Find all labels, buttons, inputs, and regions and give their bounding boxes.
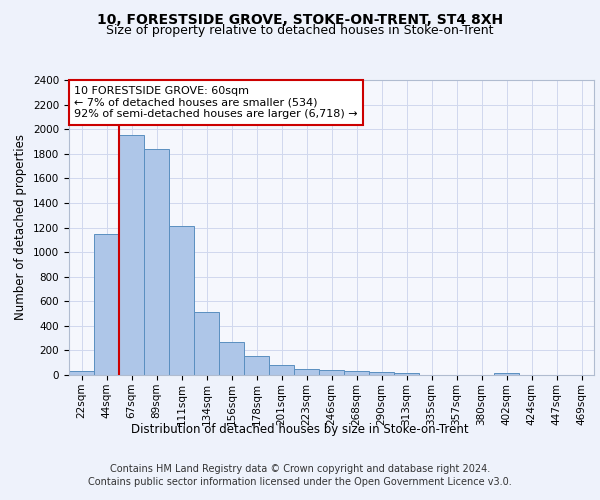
Y-axis label: Number of detached properties: Number of detached properties: [14, 134, 28, 320]
Bar: [244, 356, 269, 375]
Bar: [219, 342, 244, 375]
Bar: [319, 370, 344, 375]
Text: Size of property relative to detached houses in Stoke-on-Trent: Size of property relative to detached ho…: [106, 24, 494, 37]
Text: Contains HM Land Registry data © Crown copyright and database right 2024.: Contains HM Land Registry data © Crown c…: [110, 464, 490, 474]
Text: 10, FORESTSIDE GROVE, STOKE-ON-TRENT, ST4 8XH: 10, FORESTSIDE GROVE, STOKE-ON-TRENT, ST…: [97, 12, 503, 26]
Bar: [369, 372, 394, 375]
Bar: [269, 365, 294, 375]
Text: 10 FORESTSIDE GROVE: 60sqm
← 7% of detached houses are smaller (534)
92% of semi: 10 FORESTSIDE GROVE: 60sqm ← 7% of detac…: [74, 86, 358, 119]
Bar: [69, 372, 94, 375]
Bar: [344, 372, 369, 375]
Bar: [94, 234, 119, 375]
Text: Distribution of detached houses by size in Stoke-on-Trent: Distribution of detached houses by size …: [131, 422, 469, 436]
Text: Contains public sector information licensed under the Open Government Licence v3: Contains public sector information licen…: [88, 477, 512, 487]
Bar: [394, 373, 419, 375]
Bar: [169, 226, 194, 375]
Bar: [194, 312, 219, 375]
Bar: [494, 372, 519, 375]
Bar: [119, 136, 144, 375]
Bar: [294, 369, 319, 375]
Bar: [144, 149, 169, 375]
